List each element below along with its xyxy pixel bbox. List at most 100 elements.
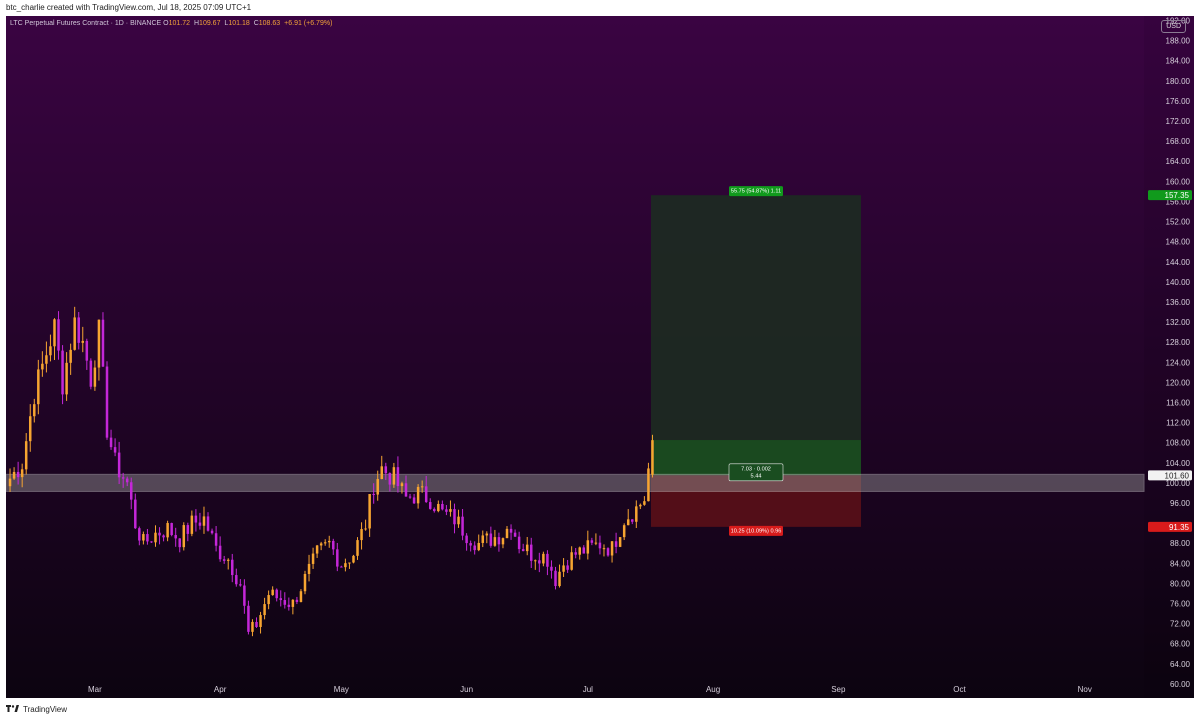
candle-body [610,541,614,556]
candle-body [69,349,72,363]
candle [352,554,355,564]
candle [20,463,24,488]
open-value: 101.72 [168,20,191,27]
candle [73,306,76,351]
candle [134,493,137,530]
candle [218,536,222,562]
candle-body [307,563,311,575]
open-label: O [163,20,169,27]
candle [69,343,72,375]
target-badge: 55.75 (54.87%) 1.11 [729,186,783,197]
candle [525,536,529,556]
candle [49,334,52,362]
candle [356,537,359,560]
candle [336,542,339,572]
y-tick-label: 144.00 [1166,258,1191,267]
y-tick-label: 172.00 [1166,117,1191,126]
candle [142,531,145,545]
candle [154,525,157,547]
candle [33,398,36,423]
candle [235,568,238,587]
y-tick-label: 100.00 [1166,479,1191,488]
candle [570,546,573,571]
candle-body [138,528,141,541]
candle [538,552,541,573]
chart-frame[interactable]: 55.75 (54.87%) 1.11 7.03 · 0.002 5.44 10.25… [6,16,1194,698]
candle-body [344,563,347,568]
candle [586,530,590,560]
x-tick-label: Sep [831,685,846,694]
candle [651,434,654,478]
candle [477,534,480,552]
candle-body [546,553,549,567]
candle [202,506,206,534]
candle-body [194,515,198,523]
candle-body [178,538,181,548]
candle-body [93,367,97,387]
candle [340,565,343,568]
candle-body [517,536,521,550]
candle-body [639,504,642,507]
stop-zone [651,475,861,527]
candle-body [384,466,388,474]
candle-body [12,471,16,479]
footer-brand: TradingView [23,704,68,714]
candle-body [291,599,295,607]
y-tick-label: 168.00 [1166,137,1191,146]
candle [57,311,60,360]
candle [65,352,68,401]
candle-body [594,542,598,544]
y-tick-label: 112.00 [1166,419,1190,428]
candle-body [493,537,497,546]
candle-body [558,571,561,587]
candle [453,503,456,534]
candle [635,500,638,529]
currency-button[interactable]: USD [1161,20,1186,33]
candle-body [327,540,331,543]
candle-body [53,319,56,347]
candle-body [231,559,234,576]
candle [517,531,521,554]
symbol-legend: LTC Perpetual Futures Contract · 1D · BI… [10,20,334,27]
candle-body [590,540,594,543]
candle-body [352,555,355,563]
y-tick-label: 164.00 [1166,157,1191,166]
candle [631,519,634,525]
candle-body [424,486,428,503]
candle-body [117,452,121,478]
candle [186,522,190,542]
candle [323,539,327,546]
candle-body [368,494,371,529]
x-tick-label: Nov [1078,685,1092,694]
candle [344,558,347,572]
candle-body [125,478,129,483]
candle [606,547,610,557]
candle [622,523,626,541]
y-tick-label: 132.00 [1166,318,1191,327]
candle-body [453,509,456,525]
candle-body [8,478,12,487]
candle-body [602,548,606,550]
support-band [6,473,1145,492]
candle-body [319,543,323,546]
candle [247,600,250,635]
candle [146,528,149,545]
candle-body [210,530,214,534]
candle-body [501,538,505,545]
ratio-badge-bg [728,463,784,482]
high-value: 109.67 [199,20,221,27]
candle [368,493,371,537]
y-tick-label: 176.00 [1166,97,1191,106]
candle [534,559,537,570]
candle [299,589,303,603]
candle-body [214,533,218,546]
price-label-target: 157.35 [1148,190,1192,201]
candle-body [404,483,408,497]
candle-body [461,516,464,536]
candle-body [142,534,145,541]
candle [332,538,335,555]
y-tick-label: 68.00 [1170,640,1191,649]
candle [24,433,28,475]
candle-body [109,437,113,448]
